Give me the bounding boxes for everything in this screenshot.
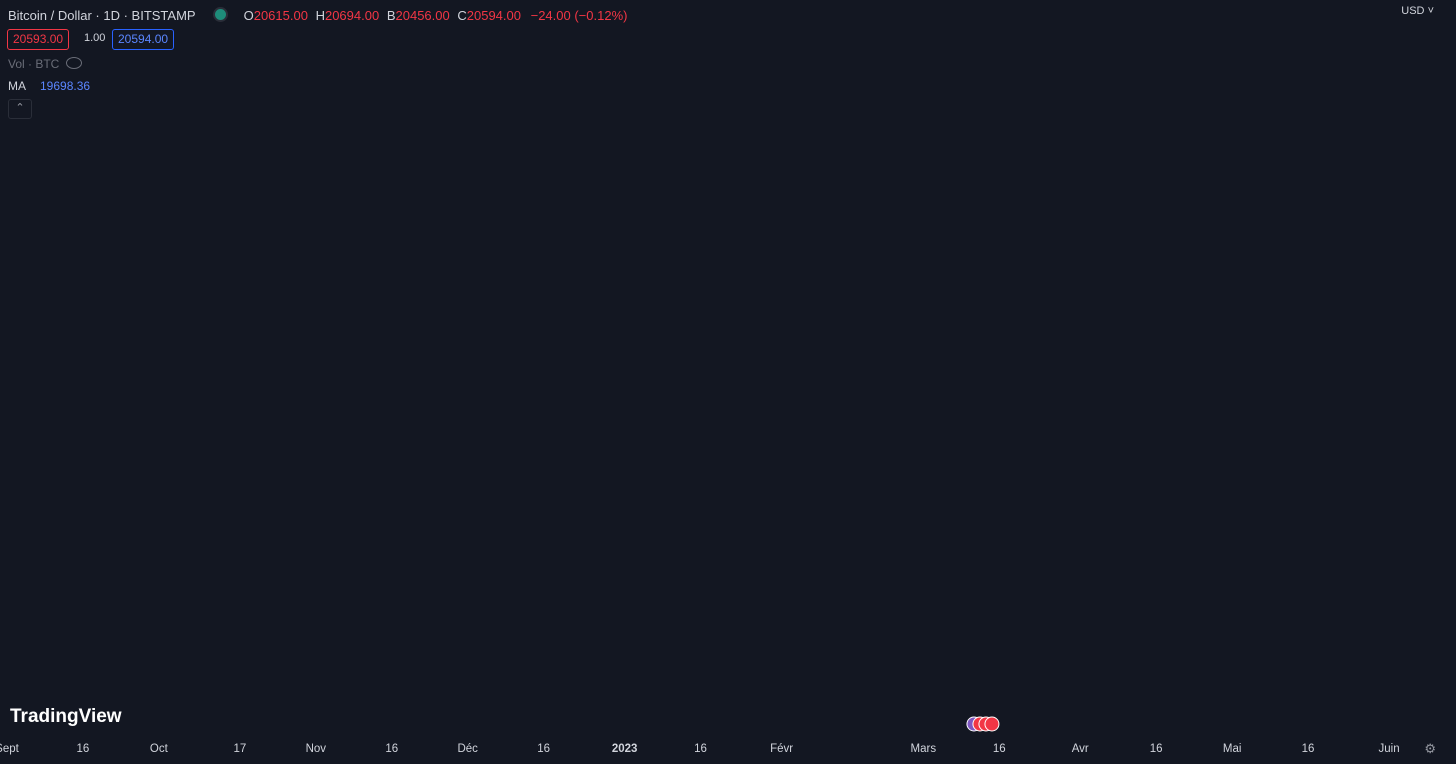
time-axis-tick: 16 xyxy=(694,743,707,755)
volume-indicator-label[interactable]: Vol · BTC xyxy=(8,57,60,71)
collapse-legend-button[interactable]: ⌃ xyxy=(8,99,32,119)
change-value: −24.00 (−0.12%) xyxy=(530,8,628,23)
time-axis-tick: 16 xyxy=(1150,743,1163,755)
currency-selector[interactable]: USD ˅ xyxy=(1401,5,1434,17)
time-axis-tick: 2023 xyxy=(612,743,638,755)
sell-price-button[interactable]: 20593.00 xyxy=(7,29,70,50)
ma-value: 19698.36 xyxy=(40,79,91,93)
time-axis-tick: 17 xyxy=(233,743,246,755)
time-axis-tick: Sept xyxy=(0,743,20,755)
open-label: O xyxy=(243,8,254,23)
time-axis-tick: Oct xyxy=(150,743,169,755)
time-axis-tick: Févr xyxy=(770,743,793,755)
time-axis-tick: 16 xyxy=(1302,743,1315,755)
symbol-title[interactable]: Bitcoin / Dollar · 1D · BITSTAMP xyxy=(8,8,196,23)
time-axis-tick: 16 xyxy=(77,743,90,755)
low-value: 20456.00 xyxy=(395,8,450,23)
time-axis-tick: 16 xyxy=(537,743,550,755)
market-status-icon xyxy=(212,7,228,22)
currency-label: USD xyxy=(1401,5,1425,17)
high-value: 20694.00 xyxy=(324,8,380,23)
time-axis-tick: Déc xyxy=(457,743,478,755)
time-axis-tick: 16 xyxy=(385,743,398,755)
time-axis-tick: Nov xyxy=(306,743,327,755)
time-axis-tick: Avr xyxy=(1072,743,1089,755)
time-axis-bg xyxy=(0,734,1456,764)
time-axis-tick: Juin xyxy=(1379,743,1400,755)
ma-indicator-legend[interactable]: MA 19698.36 xyxy=(8,79,90,93)
events-icon xyxy=(984,716,1000,732)
tradingview-logo: TradingView xyxy=(10,706,122,727)
low-label: B xyxy=(386,8,396,23)
hidden-eye-icon[interactable] xyxy=(66,57,82,69)
spread-value: 1.00 xyxy=(84,32,106,44)
close-value: 20594.00 xyxy=(466,8,521,23)
legend-header: Bitcoin / Dollar · 1D · BITSTAMP O20615.… xyxy=(8,7,627,23)
open-value: 20615.00 xyxy=(253,8,308,23)
settings-gear-icon[interactable]: ⚙ xyxy=(1424,741,1436,756)
price-axis-bg xyxy=(1390,0,1456,734)
close-label: C xyxy=(457,8,467,23)
time-axis-tick: Mars xyxy=(911,743,937,755)
time-axis-tick: 16 xyxy=(993,743,1006,755)
buy-price-button[interactable]: 20594.00 xyxy=(112,29,175,50)
high-label: H xyxy=(315,8,325,23)
ma-label: MA xyxy=(8,79,26,93)
time-axis-tick: Mai xyxy=(1223,743,1242,755)
